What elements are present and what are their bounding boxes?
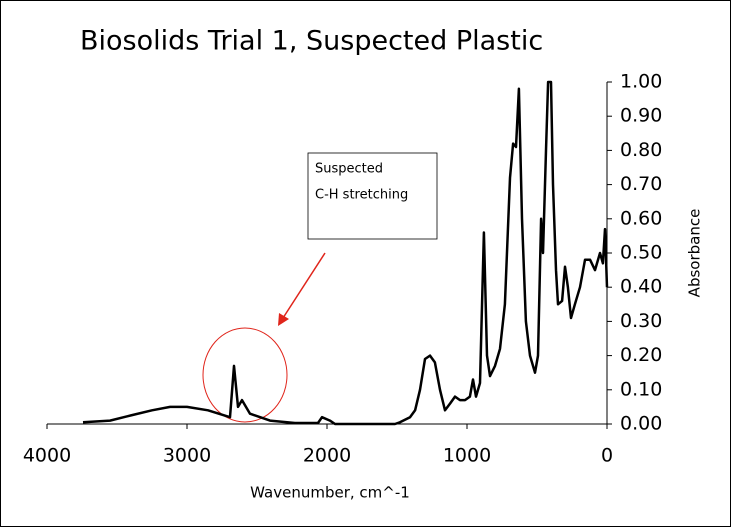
x-tick-label: 0 (601, 445, 613, 467)
spectrum-line (82, 80, 609, 426)
x-tick-label: 1000 (443, 445, 491, 467)
y-tick-label: 0.60 (620, 207, 662, 229)
annotation-text: C-H stretching (315, 188, 408, 203)
y-tick-label: 0.70 (620, 173, 662, 195)
annotation-text: Suspected (315, 162, 383, 177)
x-tick-label: 2000 (303, 445, 351, 467)
y-tick-label: 0.20 (620, 344, 662, 366)
y-tick-label: 0.90 (620, 105, 662, 127)
x-axis-label: Wavenumber, cm^-1 (250, 484, 410, 502)
y-tick-label: 0.00 (620, 413, 662, 435)
y-tick-label: 0.80 (620, 139, 662, 161)
y-tick-label: 0.30 (620, 310, 662, 332)
arrow (282, 252, 326, 319)
y-axis-label: Absorbance (686, 209, 704, 298)
x-tick-label: 3000 (163, 445, 211, 467)
plot: 0.00 0.10 0.20 0.30 0.40 0.50 0.60 0.70 0.80 0.90… (23, 71, 662, 467)
y-tick-label: 0.50 (620, 242, 662, 264)
y-tick-label: 0.40 (620, 276, 662, 298)
annotation-box (307, 152, 438, 240)
arrow-head (278, 313, 289, 326)
y-tick-label: 0.10 (620, 378, 662, 400)
highlight-ellipse (202, 327, 288, 423)
y-tick-label: 1.00 (620, 71, 662, 93)
chart-title: Biosolids Trial 1, Suspected Plastic (80, 26, 543, 57)
x-tick-label: 4000 (23, 445, 71, 467)
